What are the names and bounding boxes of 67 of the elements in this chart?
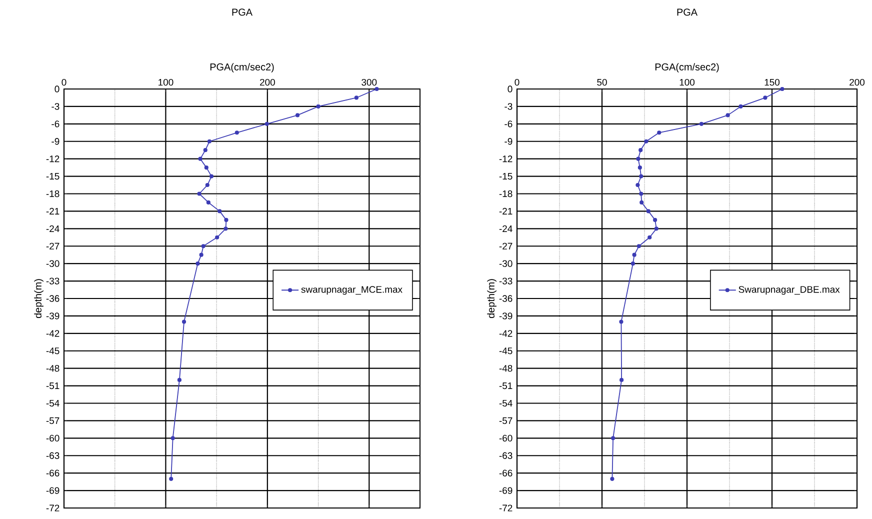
- legend-label: swarupnagar_MCE.max: [301, 286, 402, 295]
- y-tick-label: -66: [499, 470, 512, 476]
- y-tick-label: -48: [46, 364, 60, 372]
- x-tick-label: 0: [514, 78, 520, 86]
- y-tick-label: 0: [54, 86, 60, 92]
- y-tick-label: -72: [499, 504, 512, 512]
- y-tick-label: -60: [499, 434, 512, 442]
- y-tick-label: -6: [504, 120, 512, 128]
- y-tick-label: -69: [499, 487, 512, 494]
- y-tick-label: -42: [46, 330, 60, 337]
- y-tick-label: -12: [499, 156, 512, 162]
- chart-title: PGA: [232, 8, 252, 16]
- y-tick-label: -21: [499, 208, 512, 215]
- y-tick-label: -63: [46, 452, 60, 459]
- y-tick-label: -36: [499, 295, 512, 302]
- y-tick-label: -42: [499, 330, 512, 337]
- y-tick-label: -45: [46, 348, 60, 354]
- y-tick-label: -27: [46, 242, 60, 250]
- y-tick-label: -63: [499, 452, 512, 459]
- y-tick-label: -69: [46, 487, 60, 494]
- y-tick-label: -21: [46, 208, 60, 215]
- y-tick-label: -66: [46, 470, 60, 476]
- x-tick-label: 50: [597, 78, 607, 86]
- x-axis-title: PGA(cm/sec2): [655, 63, 719, 72]
- y-tick-label: -48: [499, 364, 512, 372]
- y-tick-label: -33: [46, 278, 60, 284]
- legend-label: Swarupnagar_DBE.max: [738, 286, 840, 295]
- y-tick-label: -57: [46, 417, 60, 424]
- y-tick-label: -18: [499, 190, 512, 198]
- x-tick-label: 200: [850, 78, 865, 86]
- y-tick-label: -51: [499, 382, 512, 390]
- y-tick-label: 0: [508, 86, 512, 92]
- y-tick-label: -9: [52, 138, 60, 145]
- y-tick-label: -45: [499, 348, 512, 354]
- y-tick-label: -36: [46, 295, 60, 302]
- y-tick-label: -9: [504, 138, 512, 145]
- y-tick-label: -30: [499, 260, 512, 267]
- x-tick-label: 150: [764, 78, 780, 86]
- y-tick-label: -3: [52, 103, 60, 110]
- y-axis-title: depth(m): [487, 279, 496, 318]
- x-tick-label: 100: [158, 78, 174, 86]
- y-tick-label: -18: [46, 190, 60, 198]
- y-tick-label: -54: [499, 400, 512, 407]
- chart-title: PGA: [677, 8, 698, 16]
- x-tick-label: 200: [260, 78, 275, 86]
- x-tick-label: 0: [62, 78, 66, 86]
- y-tick-label: -12: [46, 156, 60, 162]
- x-axis-title: PGA(cm/sec2): [210, 63, 274, 72]
- y-tick-label: -6: [52, 120, 60, 128]
- y-tick-label: -72: [46, 504, 60, 512]
- y-tick-label: -57: [499, 417, 512, 424]
- y-tick-label: -24: [46, 225, 60, 232]
- x-tick-label: 300: [362, 78, 377, 86]
- x-tick-label: 100: [680, 78, 695, 86]
- y-tick-label: -51: [46, 382, 60, 390]
- y-tick-label: -24: [499, 225, 512, 232]
- y-tick-label: -30: [46, 260, 60, 267]
- y-tick-label: -15: [46, 172, 60, 180]
- y-tick-label: -39: [499, 312, 512, 320]
- y-tick-label: -15: [499, 172, 512, 180]
- y-tick-label: -54: [46, 400, 60, 407]
- y-tick-label: -3: [504, 103, 512, 110]
- y-tick-label: -33: [499, 278, 512, 284]
- y-axis-title: depth(m): [34, 279, 44, 318]
- y-tick-label: -60: [46, 434, 60, 442]
- y-tick-label: -39: [46, 312, 60, 320]
- y-tick-label: -27: [499, 242, 512, 250]
